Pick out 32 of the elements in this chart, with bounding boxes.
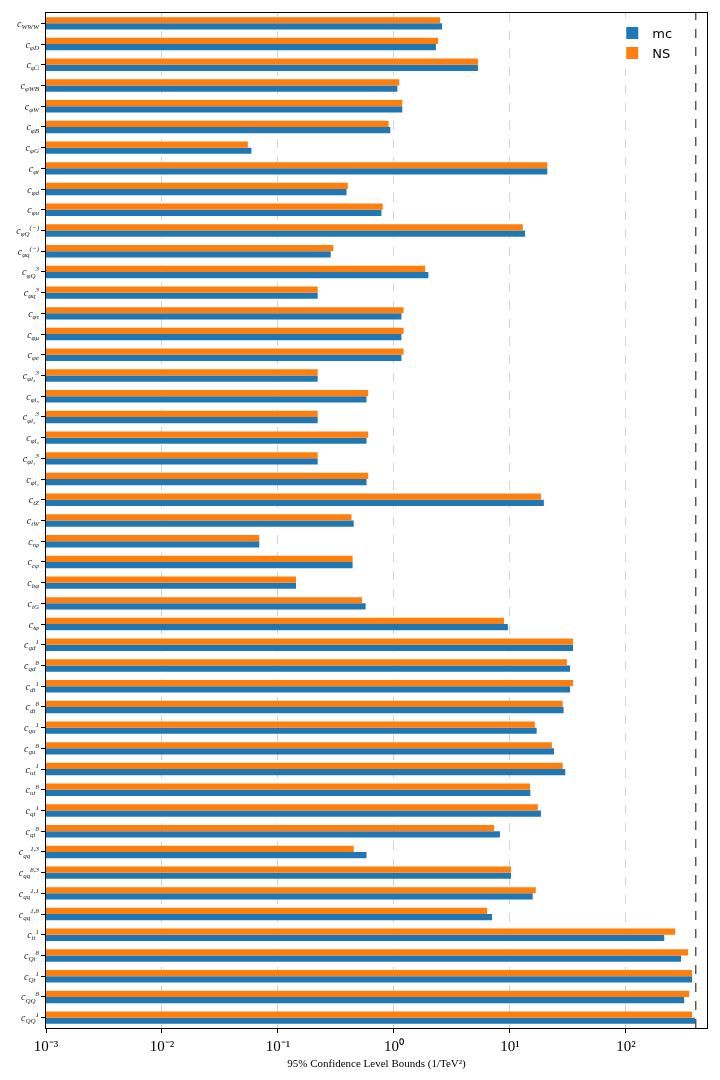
y-tick-label: c$_{φτ}$ xyxy=(28,307,40,321)
y-tick-label: c$_{φB}$ xyxy=(26,121,40,135)
x-tick-label: 10¹ xyxy=(500,1038,520,1054)
y-tick-label: c$_{bφ}$ xyxy=(27,577,40,591)
y-tick-label: c$_{φμ}$ xyxy=(27,328,40,342)
y-tick-label: c$_{φu}$ xyxy=(27,204,40,218)
x-tick-label: 10⁻³ xyxy=(33,1038,59,1054)
y-tick-label: c$_{φl₃}$ xyxy=(26,390,40,404)
x-tick-label: 10⁻² xyxy=(149,1038,175,1054)
x-axis-title: 95% Confidence Level Bounds (1/TeV²) xyxy=(287,1057,467,1071)
y-tick-label: c$_{φe}$ xyxy=(27,349,39,363)
y-tick-label: c$_{WWW}$ xyxy=(17,17,41,31)
y-tick-label: c$_{φl₂}$ xyxy=(26,432,40,446)
legend-label: NS xyxy=(652,45,671,61)
legend-label: mc xyxy=(652,26,673,42)
y-tick-label: c$_{φl₁}$ xyxy=(26,473,39,487)
y-tick-label: c$_{φG}$ xyxy=(25,142,39,156)
y-tick-label: c$_{φd}$ xyxy=(27,183,40,197)
y-tick-label: c$_{τφ}$ xyxy=(28,535,40,549)
y-tick-label: c$_{φD}$ xyxy=(25,38,39,52)
y-tick-label: c$_{tG}$ xyxy=(27,597,39,611)
y-tick-label: c$_{φW}$ xyxy=(24,100,41,114)
x-tick-label: 10² xyxy=(616,1038,637,1054)
x-tick-label: 10⁻¹ xyxy=(265,1038,291,1054)
y-tick-label: c$_{tZ}$ xyxy=(28,494,40,508)
y-tick-label: c$_{cφ}$ xyxy=(27,556,40,570)
y-tick-label: c$_{tφ}$ xyxy=(28,618,40,632)
x-tick-label: 10⁰ xyxy=(383,1038,404,1054)
y-tick-label: c$_{φt}$ xyxy=(28,162,41,176)
y-tick-label: c$_{φ□}$ xyxy=(26,59,40,73)
y-tick-label: c$_{tW}$ xyxy=(26,515,41,529)
y-tick-label: c$_{φWB}$ xyxy=(20,80,40,94)
